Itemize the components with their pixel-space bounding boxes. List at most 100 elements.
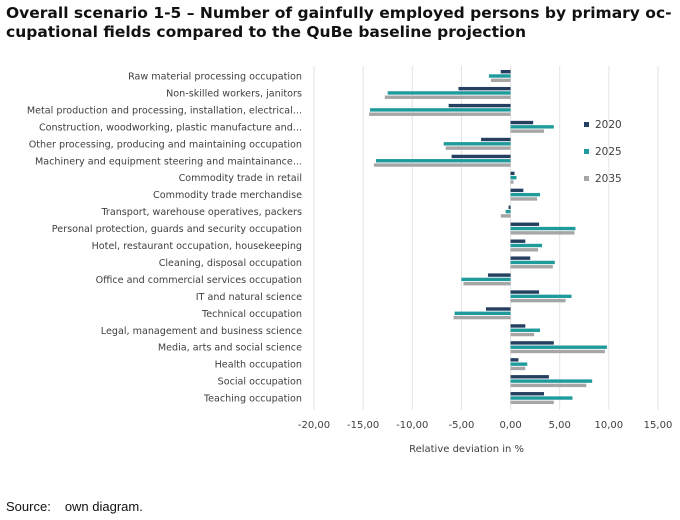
x-tick-label-2: -10,00: [396, 420, 428, 431]
bar-2035-3: [510, 129, 544, 133]
bar-2035-13: [510, 298, 566, 303]
category-label-2: Metal production and processing, install…: [27, 105, 302, 116]
bar-2025-9: [510, 226, 576, 231]
bar-2035-16: [510, 349, 605, 354]
bar-2025-7: [510, 192, 541, 197]
legend-swatch-2020: [584, 122, 589, 127]
category-label-8: Transport, warehouse operatives, packers: [100, 207, 302, 218]
bar-2020-6: [510, 171, 515, 176]
bar-2025-3: [510, 125, 554, 129]
category-label-5: Machinery and equipment steering and mai…: [35, 156, 302, 167]
category-label-12: Office and commercial services occupatio…: [96, 275, 302, 286]
bar-2035-19: [510, 400, 554, 405]
bar-2020-5: [451, 154, 511, 159]
category-label-13: IT and natural science: [196, 292, 302, 303]
category-label-7: Commodity trade merchandise: [153, 190, 302, 201]
chart-title-line-1: Overall scenario 1-5 – Number of gainful…: [6, 4, 672, 22]
bar-2035-7: [510, 197, 538, 201]
bar-2025-6: [510, 176, 517, 180]
x-tick-label-3: -5,00: [448, 420, 474, 431]
category-label-11: Cleaning, disposal occupation: [159, 258, 302, 269]
x-tick-label-1: -15,00: [347, 420, 379, 431]
source-note: Source: own diagram.: [6, 499, 143, 514]
bar-2025-13: [510, 294, 572, 299]
bar-2020-8: [508, 205, 511, 209]
category-label-4: Other processing, producing and maintain…: [29, 139, 302, 150]
bar-2025-12: [461, 277, 511, 282]
bar-2020-3: [510, 120, 534, 125]
bar-2025-18: [510, 379, 593, 383]
bar-2025-14: [454, 311, 511, 315]
bar-2020-15: [510, 324, 526, 328]
bar-2020-17: [510, 358, 519, 362]
category-label-0: Raw material processing occupation: [128, 72, 302, 83]
bar-2020-11: [510, 256, 531, 260]
bar-2020-18: [510, 375, 549, 379]
chart-title-line-2: cupational fields compared to the QuBe b…: [6, 23, 526, 41]
category-label-1: Non-skilled workers, janitors: [166, 88, 302, 99]
category-label-16: Media, arts and social science: [158, 343, 302, 354]
bar-2035-17: [510, 366, 526, 371]
bar-2035-8: [500, 214, 511, 218]
bar-2035-12: [463, 282, 511, 286]
bar-chart: Raw material processing occupation Non-sk…: [27, 66, 673, 455]
bar-2035-11: [510, 265, 553, 269]
category-label-14: Technical occupation: [201, 309, 302, 320]
legend-swatch-2025: [584, 149, 589, 154]
source-text: own diagram.: [64, 499, 143, 514]
x-tick-label-4: 0,00: [499, 420, 521, 431]
legend-label-2020: 2020: [595, 119, 622, 131]
bar-2035-9: [510, 231, 575, 235]
legend-label-2035: 2035: [595, 173, 622, 185]
legend-label-2025: 2025: [595, 146, 622, 158]
bar-2035-1: [384, 95, 511, 99]
category-label-15: Legal, management and business science: [101, 326, 302, 337]
category-label-10: Hotel, restaurant occupation, housekeepi…: [92, 241, 302, 252]
bar-2025-8: [505, 209, 511, 214]
bar-2025-10: [510, 243, 543, 248]
bar-2025-2: [370, 108, 511, 112]
category-label-18: Social occupation: [218, 377, 302, 388]
x-tick-label-6: 10,00: [595, 420, 624, 431]
x-tick-label-0: -20,00: [298, 420, 330, 431]
category-label-3: Construction, woodworking, plastic manuf…: [39, 122, 302, 133]
x-tick-label-5: 5,00: [549, 420, 571, 431]
bar-2025-15: [510, 328, 541, 332]
bar-2020-12: [487, 273, 511, 277]
bar-2020-7: [510, 188, 524, 193]
bar-2020-13: [510, 290, 540, 294]
bar-2020-19: [510, 392, 544, 396]
bar-2035-10: [510, 248, 539, 252]
bar-2020-10: [510, 239, 526, 243]
bar-2020-0: [500, 70, 511, 74]
category-label-6: Commodity trade in retail: [179, 173, 302, 184]
bar-2025-19: [510, 396, 573, 400]
bar-2020-1: [458, 86, 511, 91]
chart-title: Overall scenario 1-5 – Number of gainful…: [6, 4, 674, 42]
bar-2035-14: [453, 315, 511, 320]
bar-2020-9: [510, 222, 540, 226]
bar-2020-4: [481, 137, 511, 142]
x-tick-label-7: 15,00: [644, 420, 673, 431]
bar-2020-2: [448, 103, 511, 108]
bar-2025-4: [443, 142, 511, 146]
bar-2035-6: [510, 180, 514, 184]
source-label: Source:: [6, 499, 51, 514]
bar-2025-0: [488, 74, 511, 78]
x-axis-label: Relative deviation in %: [409, 444, 524, 455]
category-label-17: Health occupation: [215, 360, 302, 371]
bar-2025-1: [387, 91, 511, 95]
category-label-9: Personal protection, guards and security…: [52, 224, 302, 235]
bar-2035-2: [369, 112, 511, 116]
legend-swatch-2035: [584, 176, 589, 181]
bar-2035-15: [510, 332, 535, 337]
category-label-19: Teaching occupation: [203, 394, 302, 405]
bar-2035-5: [373, 163, 511, 167]
bar-2020-16: [510, 341, 554, 345]
bar-2025-11: [510, 260, 555, 265]
bar-2020-14: [486, 307, 511, 311]
bar-2025-17: [510, 362, 528, 366]
bar-2035-4: [445, 146, 511, 150]
bar-2025-16: [510, 345, 607, 349]
bar-2035-18: [510, 383, 587, 388]
